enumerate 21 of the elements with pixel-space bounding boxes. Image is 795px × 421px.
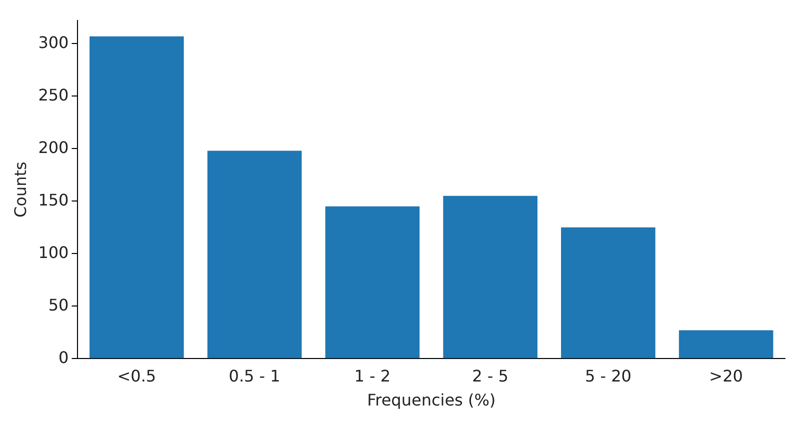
bar bbox=[325, 206, 420, 358]
x-tick-label: 0.5 - 1 bbox=[228, 366, 280, 386]
x-tick-label: >20 bbox=[709, 366, 743, 386]
bar bbox=[561, 227, 656, 358]
bar bbox=[207, 150, 302, 358]
bar bbox=[443, 196, 538, 358]
x-tick-label: <0.5 bbox=[117, 366, 156, 386]
y-tick-label: 0 bbox=[58, 348, 69, 367]
y-tick-label: 150 bbox=[38, 190, 69, 210]
x-axis-title: Frequencies (%) bbox=[367, 390, 496, 410]
x-tick-label: 5 - 20 bbox=[584, 366, 632, 386]
y-tick-label: 300 bbox=[38, 32, 69, 52]
y-tick-label: 50 bbox=[48, 295, 69, 314]
x-tick-label: 2 - 5 bbox=[472, 366, 508, 386]
x-tick-label: 1 - 2 bbox=[354, 366, 391, 386]
y-axis-title: Counts bbox=[10, 162, 30, 218]
y-tick-label: 250 bbox=[38, 85, 69, 104]
bar bbox=[90, 36, 184, 358]
y-tick-label: 200 bbox=[38, 138, 69, 157]
y-tick-label: 100 bbox=[38, 242, 69, 262]
bar bbox=[678, 330, 774, 358]
